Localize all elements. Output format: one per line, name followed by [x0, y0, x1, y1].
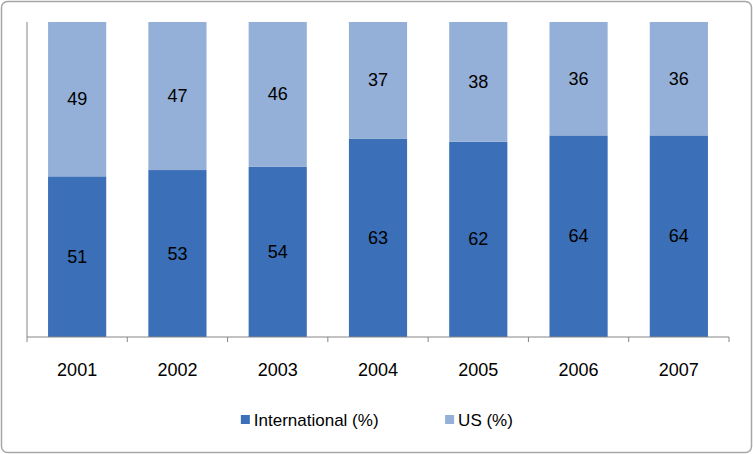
data-label: 49	[67, 89, 87, 109]
category-tick	[227, 337, 228, 342]
bar-segment	[249, 167, 307, 337]
bar-segment	[249, 22, 307, 167]
x-tick-label: 2003	[258, 360, 298, 380]
category-tick	[729, 337, 730, 342]
x-tick-label: 2004	[358, 360, 398, 380]
bar-segment	[349, 22, 407, 139]
bar-segment	[48, 176, 106, 337]
category-tick	[528, 337, 529, 342]
legend-label: US (%)	[458, 411, 513, 430]
data-label: 46	[268, 84, 288, 104]
x-axis-line	[27, 337, 729, 338]
legend-swatch	[445, 415, 454, 424]
category-tick	[327, 337, 328, 342]
category-tick	[428, 337, 429, 342]
x-tick-label: 2007	[659, 360, 699, 380]
bar-segment	[650, 135, 708, 337]
legend: International (%) US (%)	[241, 411, 513, 430]
data-label: 62	[468, 229, 488, 249]
x-tick-label: 2001	[57, 360, 97, 380]
bar-segment	[449, 142, 507, 337]
x-tick-label: 2002	[157, 360, 197, 380]
bar-segment	[650, 22, 708, 135]
data-label: 37	[368, 70, 388, 90]
bar-segment	[148, 22, 206, 170]
data-labels: 51 49 53 47 54 46 63 37 62 38 64 36 64 36	[67, 69, 689, 267]
y-axis-line	[27, 22, 28, 337]
data-label: 38	[468, 72, 488, 92]
data-label: 51	[67, 247, 87, 267]
bar-segment	[549, 135, 607, 337]
legend-swatch	[241, 415, 250, 424]
data-label: 47	[167, 86, 187, 106]
bar-segment	[349, 139, 407, 337]
chart-container: 51 49 53 47 54 46 63 37 62 38 64 36 64 36 2001 2002 2003…	[0, 0, 753, 454]
bar-segment	[549, 22, 607, 135]
category-tick	[127, 337, 128, 342]
data-label: 64	[669, 226, 689, 246]
data-label: 63	[368, 228, 388, 248]
data-label: 36	[669, 69, 689, 89]
chart-svg: 51 49 53 47 54 46 63 37 62 38 64 36 64 36 2001 2002 2003…	[0, 0, 753, 454]
data-label: 53	[167, 244, 187, 264]
category-tick	[628, 337, 629, 342]
legend-label: International (%)	[254, 411, 379, 430]
x-tick-label: 2006	[559, 360, 599, 380]
data-label: 64	[569, 226, 589, 246]
bar-segment	[148, 170, 206, 337]
data-label: 54	[268, 242, 288, 262]
chart-border	[2, 2, 752, 453]
data-label: 36	[569, 69, 589, 89]
category-tick	[27, 337, 28, 342]
bar-segment	[48, 22, 106, 176]
bar-segment	[449, 22, 507, 142]
bars	[48, 22, 708, 337]
x-tick-label: 2005	[458, 360, 498, 380]
